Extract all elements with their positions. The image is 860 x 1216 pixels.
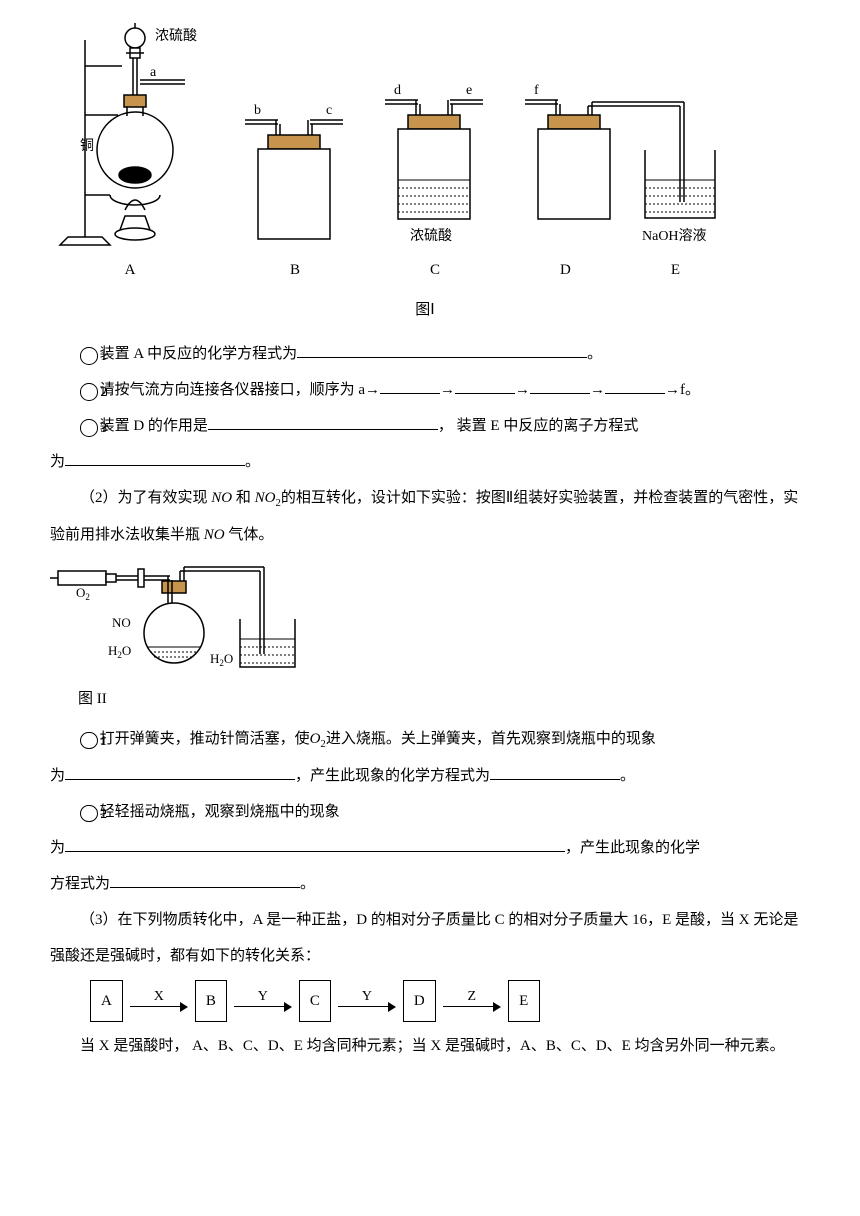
q22-textc: ，产生此现象的化学 [565, 840, 700, 856]
apparatus-de-svg: f NaOH溶液 [520, 80, 720, 250]
q3-line1: 3装置 D 的作用是 ， 装置 E 中反应的离子方程式 [50, 408, 800, 444]
q22-blank-1[interactable] [65, 834, 565, 852]
apparatus-a-svg: 浓硫酸 a 铜 [50, 20, 210, 250]
figure2-caption: 图 II [78, 681, 800, 717]
q1-num: 1 [80, 347, 98, 365]
p3: （3）在下列物质转化中，A 是一种正盐，D 的相对分子质量比 C 的相对分子质量… [50, 902, 800, 974]
chain-node-d: D [403, 980, 436, 1022]
figure-2: O2 NO H2O H2O [50, 559, 800, 679]
label-a: a [150, 65, 157, 80]
fig2-no: NO [112, 615, 131, 630]
q3-line2: 为。 [50, 444, 800, 480]
q2-blank-1[interactable] [380, 376, 440, 394]
q2-blank-3[interactable] [530, 376, 590, 394]
q22-textb: 为 [50, 840, 65, 856]
q1: 1装置 A 中反应的化学方程式为。 [50, 336, 800, 372]
label-sulfuric2: 浓硫酸 [410, 228, 452, 244]
q22-line3: 方程式为。 [50, 866, 800, 902]
q21-line2: 为，产生此现象的化学方程式为。 [50, 758, 800, 794]
q3-textc: 为 [50, 454, 65, 470]
q2-blank-4[interactable] [605, 376, 665, 394]
caption-b: B [240, 252, 350, 288]
chain-arrow-4: Z [442, 990, 502, 1012]
chain-arrow-2: Y [233, 990, 293, 1012]
q21-blank-2[interactable] [490, 762, 620, 780]
chain-arrow-3: Y [337, 990, 397, 1012]
figure2-svg: O2 NO H2O H2O [50, 559, 330, 679]
svg-text:O2: O2 [76, 585, 90, 602]
q3-num: 3 [80, 419, 98, 437]
q3-texta: 装置 D 的作用是 [100, 418, 208, 434]
label-b: b [254, 103, 261, 118]
apparatus-d-e: f NaOH溶液 D E [520, 80, 720, 288]
q1-text: 装置 A 中反应的化学方程式为 [100, 346, 298, 362]
q2-blank-2[interactable] [455, 376, 515, 394]
q3-blank-2[interactable] [65, 448, 245, 466]
q21-blank-1[interactable] [65, 762, 295, 780]
chain-node-a: A [90, 980, 123, 1022]
figure-1: 浓硫酸 a 铜 A b c B [50, 20, 800, 328]
p4: 当 X 是强酸时， A、B、C、D、E 均含同种元素；当 X 是强碱时，A、B、… [50, 1028, 800, 1064]
q2-text: 请按气流方向连接各仪器接口，顺序为 a→ [100, 382, 380, 398]
q21-num: 1 [80, 732, 98, 750]
chain-node-b: B [195, 980, 227, 1022]
q3-textb: ， 装置 E 中反应的离子方程式 [438, 418, 638, 434]
q3-blank-1[interactable] [208, 412, 438, 430]
q22-line2: 为 ，产生此现象的化学 [50, 830, 800, 866]
chain-node-c: C [299, 980, 331, 1022]
label-copper: 铜 [80, 138, 94, 154]
svg-text:H2O: H2O [210, 651, 233, 668]
q22-blank-2[interactable] [110, 870, 300, 888]
svg-text:H2O: H2O [108, 643, 131, 660]
apparatus-b-svg: b c [240, 100, 350, 250]
label-c: c [326, 103, 332, 118]
reaction-chain: A X B Y C Y D Z E [90, 980, 800, 1022]
apparatus-a: 浓硫酸 a 铜 A [50, 20, 210, 288]
apparatus-c-svg: d e 浓硫酸 [380, 80, 490, 250]
caption-a: A [50, 252, 210, 288]
label-sulfuric: 浓硫酸 [155, 28, 197, 44]
label-e: e [466, 83, 472, 98]
q21-textc: ，产生此现象的化学方程式为 [295, 768, 490, 784]
q22-texta: 轻轻摇动烧瓶，观察到烧瓶中的现象 [100, 804, 340, 820]
p2: （2）为了有效实现 NO 和 NO2的相互转化，设计如下实验：按图Ⅱ组装好实验装… [50, 480, 800, 553]
figure1-title: 图Ⅰ [50, 292, 800, 328]
q2-num: 2 [80, 383, 98, 401]
caption-e: E [671, 252, 680, 288]
label-naoh: NaOH溶液 [642, 228, 707, 244]
chain-node-e: E [508, 980, 540, 1022]
q22-line1: 2轻轻摇动烧瓶，观察到烧瓶中的现象 [50, 794, 800, 830]
q21-textb: 为 [50, 768, 65, 784]
apparatus-c: d e 浓硫酸 C [380, 80, 490, 288]
q1-blank[interactable] [297, 340, 587, 358]
label-f: f [534, 83, 539, 98]
q22-textd: 方程式为 [50, 876, 110, 892]
label-d: d [394, 83, 401, 98]
caption-d: D [560, 252, 571, 288]
q2: 2请按气流方向连接各仪器接口，顺序为 a→→→→→f。 [50, 372, 800, 408]
caption-c: C [380, 252, 490, 288]
apparatus-b: b c B [240, 100, 350, 288]
q22-num: 2 [80, 805, 98, 823]
chain-arrow-1: X [129, 990, 189, 1012]
q21-line1: 1打开弹簧夹，推动针筒活塞，使O2进入烧瓶。关上弹簧夹，首先观察到烧瓶中的现象 [50, 721, 800, 758]
